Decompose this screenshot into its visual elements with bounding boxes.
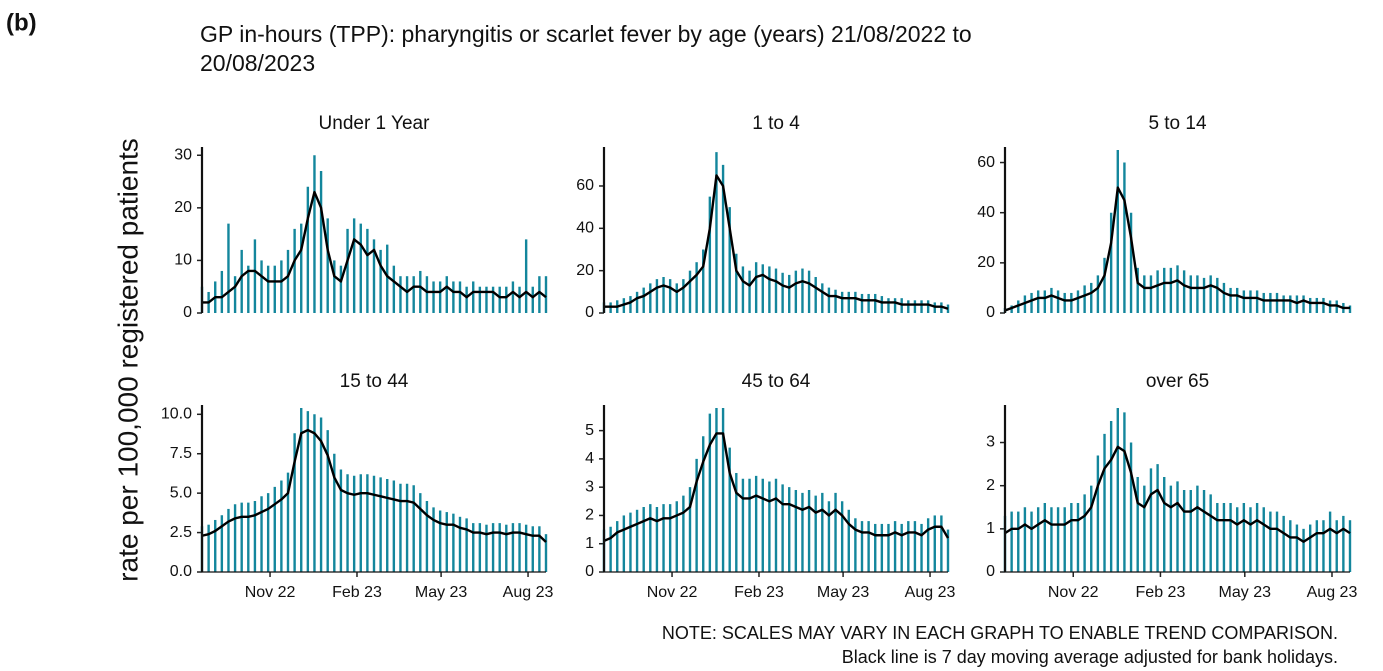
panel-title: 15 to 44 — [340, 371, 409, 392]
y-tick-label: 0 — [986, 304, 995, 321]
panel-title: Under 1 Year — [319, 113, 431, 134]
y-tick-label: 20 — [174, 199, 192, 216]
y-tick-label: 2 — [986, 477, 995, 494]
y-axis-label: rate per 100,000 registered patients — [112, 138, 143, 582]
x-tick-label: Feb 23 — [332, 584, 382, 601]
y-tick-label: 30 — [174, 146, 192, 163]
moving-average-line — [201, 428, 547, 543]
note: NOTE: SCALES MAY VARY IN EACH GRAPH TO E… — [662, 623, 1338, 643]
y-tick-label: 7.5 — [170, 445, 192, 462]
note: Black line is 7 day moving average adjus… — [842, 647, 1338, 667]
y-tick-label: 10 — [174, 252, 192, 269]
y-tick-label: 1 — [986, 520, 995, 537]
y-tick-label: 10.0 — [161, 406, 192, 423]
y-tick-label: 0 — [585, 563, 594, 580]
y-tick-label: 60 — [977, 154, 995, 171]
panel-label: (b) — [6, 9, 37, 36]
x-tick-label: May 23 — [817, 584, 870, 601]
panel-title: 1 to 4 — [752, 113, 800, 134]
y-tick-label: 0 — [183, 304, 192, 321]
y-tick-label: 20 — [977, 254, 995, 271]
y-tick-label: 3 — [986, 434, 995, 451]
panel-title: 5 to 14 — [1148, 113, 1207, 134]
y-tick-label: 4 — [585, 450, 594, 467]
y-tick-label: 5.0 — [170, 484, 192, 501]
x-tick-label: Aug 23 — [503, 584, 554, 601]
moving-average-line — [1004, 186, 1350, 312]
x-tick-label: Feb 23 — [1136, 584, 1186, 601]
y-tick-label: 0 — [585, 304, 594, 321]
y-tick-label: 40 — [576, 220, 594, 237]
moving-average-line — [202, 190, 547, 304]
title: GP in-hours (TPP): pharyngitis or scarle… — [200, 21, 972, 47]
x-tick-label: Nov 22 — [245, 584, 296, 601]
x-tick-label: May 23 — [415, 584, 468, 601]
x-tick-label: Aug 23 — [905, 584, 956, 601]
y-tick-label: 2.5 — [170, 524, 192, 541]
y-tick-label: 20 — [576, 262, 594, 279]
y-tick-label: 60 — [576, 177, 594, 194]
panel-title: over 65 — [1146, 371, 1209, 392]
y-tick-label: 5 — [585, 422, 594, 439]
moving-average-line — [604, 174, 949, 310]
x-tick-label: Aug 23 — [1307, 584, 1358, 601]
x-tick-label: Nov 22 — [647, 584, 698, 601]
y-tick-label: 40 — [977, 204, 995, 221]
moving-average-line — [1004, 445, 1351, 543]
x-tick-label: May 23 — [1219, 584, 1272, 601]
y-tick-label: 0 — [986, 563, 995, 580]
x-tick-label: Nov 22 — [1048, 584, 1099, 601]
x-tick-label: Feb 23 — [734, 584, 784, 601]
panel-title: 45 to 64 — [742, 371, 811, 392]
y-tick-label: 1 — [585, 535, 594, 552]
title: 20/08/2023 — [200, 50, 315, 76]
moving-average-line — [603, 432, 950, 543]
y-tick-label: 2 — [585, 507, 594, 524]
y-tick-label: 0.0 — [170, 563, 192, 580]
y-tick-label: 3 — [585, 478, 594, 495]
